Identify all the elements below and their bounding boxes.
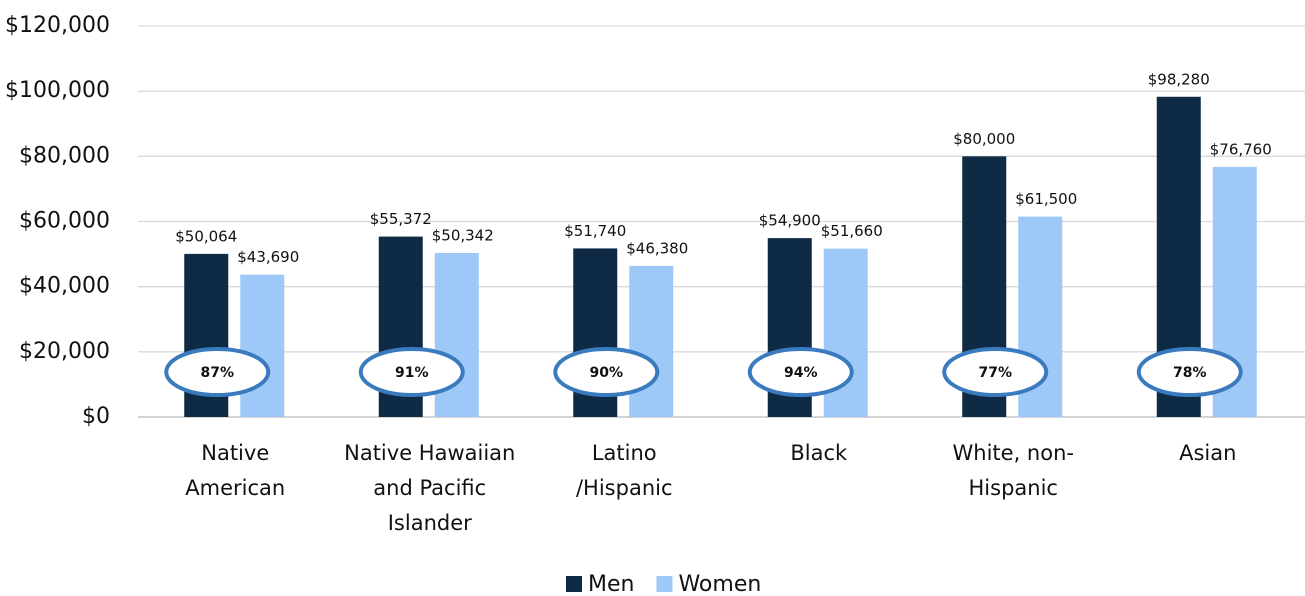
x-tick-label: Native Hawaiian and Pacific Islander bbox=[344, 441, 516, 535]
y-tick-label: $0 bbox=[82, 404, 110, 429]
data-label: $46,380 bbox=[626, 239, 688, 257]
data-label: $80,000 bbox=[953, 130, 1015, 148]
data-label: $43,690 bbox=[237, 248, 299, 266]
ratio-ellipse bbox=[747, 347, 854, 397]
ratio-ellipse bbox=[358, 347, 465, 397]
ratio-label: 91% bbox=[395, 365, 429, 381]
ratio-ellipse bbox=[1136, 347, 1243, 397]
x-tick-label: White, non- Hispanic bbox=[952, 441, 1074, 500]
ratio-ellipse bbox=[553, 347, 660, 397]
data-label: $61,500 bbox=[1015, 190, 1077, 208]
bar bbox=[629, 265, 674, 417]
ratio-label: 90% bbox=[589, 365, 623, 381]
y-tick-label: $80,000 bbox=[19, 143, 110, 168]
y-tick-label: $100,000 bbox=[5, 78, 110, 103]
legend-label: Men bbox=[588, 572, 634, 596]
y-tick-label: $120,000 bbox=[5, 13, 110, 38]
legend-label: Women bbox=[678, 572, 761, 596]
y-tick-label: $60,000 bbox=[19, 209, 110, 234]
ratio-ellipse bbox=[164, 347, 271, 397]
data-label: $54,900 bbox=[759, 212, 821, 230]
x-tick-label: Native American bbox=[185, 441, 286, 500]
data-label: $98,280 bbox=[1148, 70, 1210, 88]
legend-swatch bbox=[566, 576, 582, 592]
ratio-label: 78% bbox=[1173, 365, 1207, 381]
x-tick-label: Asian bbox=[1179, 441, 1237, 465]
data-label: $51,660 bbox=[821, 222, 883, 240]
bar bbox=[240, 274, 285, 417]
ratio-ellipse bbox=[942, 347, 1049, 397]
x-tick-label: Latino /Hispanic bbox=[575, 441, 673, 500]
x-tick-label: Black bbox=[790, 441, 848, 465]
y-tick-label: $20,000 bbox=[19, 339, 110, 364]
ratio-label: 87% bbox=[200, 365, 234, 381]
data-label: $76,760 bbox=[1210, 140, 1272, 158]
data-label: $50,342 bbox=[432, 226, 494, 244]
legend-swatch bbox=[656, 576, 673, 592]
y-tick-label: $40,000 bbox=[19, 274, 110, 299]
ratio-label: 94% bbox=[784, 365, 818, 381]
data-label: $51,740 bbox=[564, 222, 626, 240]
data-label: $50,064 bbox=[175, 227, 237, 245]
data-label: $55,372 bbox=[370, 210, 432, 228]
ratio-label: 77% bbox=[978, 365, 1012, 381]
